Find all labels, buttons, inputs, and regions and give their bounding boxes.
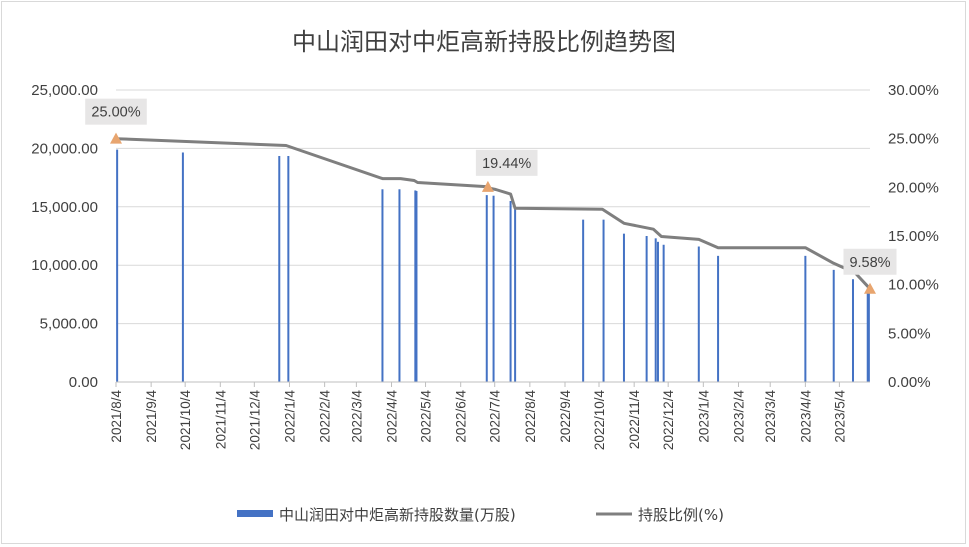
x-tick-label: 2021/11/4 — [213, 390, 228, 450]
legend-swatch-bars — [237, 510, 273, 517]
bar — [656, 241, 659, 382]
bar — [278, 155, 281, 382]
right-y-tick-label: 20.00% — [888, 179, 939, 196]
x-tick-label: 2022/11/4 — [627, 390, 642, 450]
right-y-tick-label: 0.00% — [888, 374, 931, 391]
bar — [804, 255, 807, 382]
triangle-marker — [481, 180, 494, 192]
data-label-box — [85, 98, 147, 125]
right-y-tick-label: 30.00% — [888, 82, 939, 99]
bar — [645, 236, 648, 382]
holding-ratio-line — [114, 137, 872, 291]
bar — [181, 152, 184, 382]
triangle-marker — [864, 282, 876, 294]
bar — [866, 288, 869, 382]
x-tick-label: 2023/2/4 — [731, 390, 746, 443]
left-y-tick-label: 10,000.00 — [31, 257, 98, 274]
x-tick-label: 2022/8/4 — [523, 390, 538, 443]
triangle-marker — [110, 132, 122, 144]
x-tick-label: 2022/4/4 — [385, 390, 400, 443]
data-label-box — [843, 248, 897, 275]
left-y-axis: 0.00 5,000.00 10,000.00 15,000.00 20,000.00 2… — [31, 82, 98, 391]
x-tick-label: 2022/6/4 — [454, 390, 469, 443]
bar — [485, 195, 488, 382]
x-tick-label: 2023/5/4 — [832, 390, 847, 443]
x-tick-label: 2022/2/4 — [318, 390, 333, 443]
data-label: 9.58% — [849, 255, 890, 271]
right-y-tick-label: 10.00% — [888, 277, 939, 294]
x-axis: 2021/8/4 2021/9/4 2021/10/4 2021/11/4 2021/1… — [109, 381, 870, 451]
bar — [287, 155, 290, 382]
right-y-axis: 0.00% 5.00% 10.00% 15.00% 20.00% 25.00% 30.00% — [888, 82, 939, 391]
x-tick-label: 2021/9/4 — [144, 390, 159, 443]
bar — [717, 255, 720, 382]
x-tick-label: 2021/12/4 — [247, 390, 262, 451]
bar — [867, 288, 870, 382]
bar — [116, 149, 119, 382]
left-y-tick-label: 0.00 — [69, 374, 98, 391]
bar — [414, 190, 417, 382]
left-y-tick-label: 5,000.00 — [40, 316, 98, 333]
x-tick-label: 2022/12/4 — [661, 390, 676, 451]
bar — [509, 200, 512, 382]
right-y-tick-label: 25.00% — [888, 131, 939, 148]
x-tick-label: 2022/9/4 — [558, 390, 573, 443]
bar — [697, 246, 700, 382]
x-tick-label: 2022/1/4 — [282, 390, 297, 443]
bar — [654, 238, 657, 382]
bar — [851, 279, 854, 382]
legend-label-line: 持股比例(%) — [638, 506, 724, 524]
legend-label-bars: 中山润田对中炬高新持股数量(万股) — [279, 506, 516, 524]
x-tick-label: 2023/3/4 — [763, 390, 778, 443]
bar — [602, 219, 605, 382]
bar — [415, 191, 418, 382]
left-y-tick-label: 20,000.00 — [31, 140, 98, 157]
chart-title: 中山润田对中炬高新持股比例趋势图 — [292, 28, 676, 56]
right-y-tick-label: 15.00% — [888, 228, 939, 245]
bar — [582, 219, 585, 382]
x-tick-label: 2023/4/4 — [798, 390, 813, 443]
data-label: 19.44% — [482, 156, 531, 172]
x-tick-label: 2022/3/4 — [349, 390, 364, 443]
bar-series — [116, 149, 870, 382]
left-y-tick-label: 25,000.00 — [31, 82, 98, 99]
bar — [622, 233, 625, 382]
bar — [514, 207, 517, 382]
x-tick-label: 2022/5/4 — [419, 390, 434, 443]
bar — [492, 195, 495, 382]
bar — [662, 244, 665, 382]
x-tick-label: 2022/7/4 — [488, 390, 503, 443]
x-tick-label: 2021/8/4 — [109, 390, 124, 443]
bar — [398, 189, 401, 382]
right-y-tick-label: 5.00% — [888, 325, 931, 342]
left-y-tick-label: 15,000.00 — [31, 199, 98, 216]
x-tick-label: 2021/10/4 — [178, 390, 193, 451]
data-label-box — [475, 149, 538, 176]
line-series — [110, 132, 876, 294]
bar — [832, 269, 835, 382]
data-labels: 25.00% 19.44% 9.58% — [85, 98, 897, 275]
x-tick-label: 2022/10/4 — [592, 390, 607, 451]
x-tick-label: 2023/1/4 — [696, 390, 711, 443]
data-label: 25.00% — [91, 105, 140, 121]
legend: 中山润田对中炬高新持股数量(万股) 持股比例(%) — [237, 506, 724, 524]
bar — [381, 189, 384, 382]
